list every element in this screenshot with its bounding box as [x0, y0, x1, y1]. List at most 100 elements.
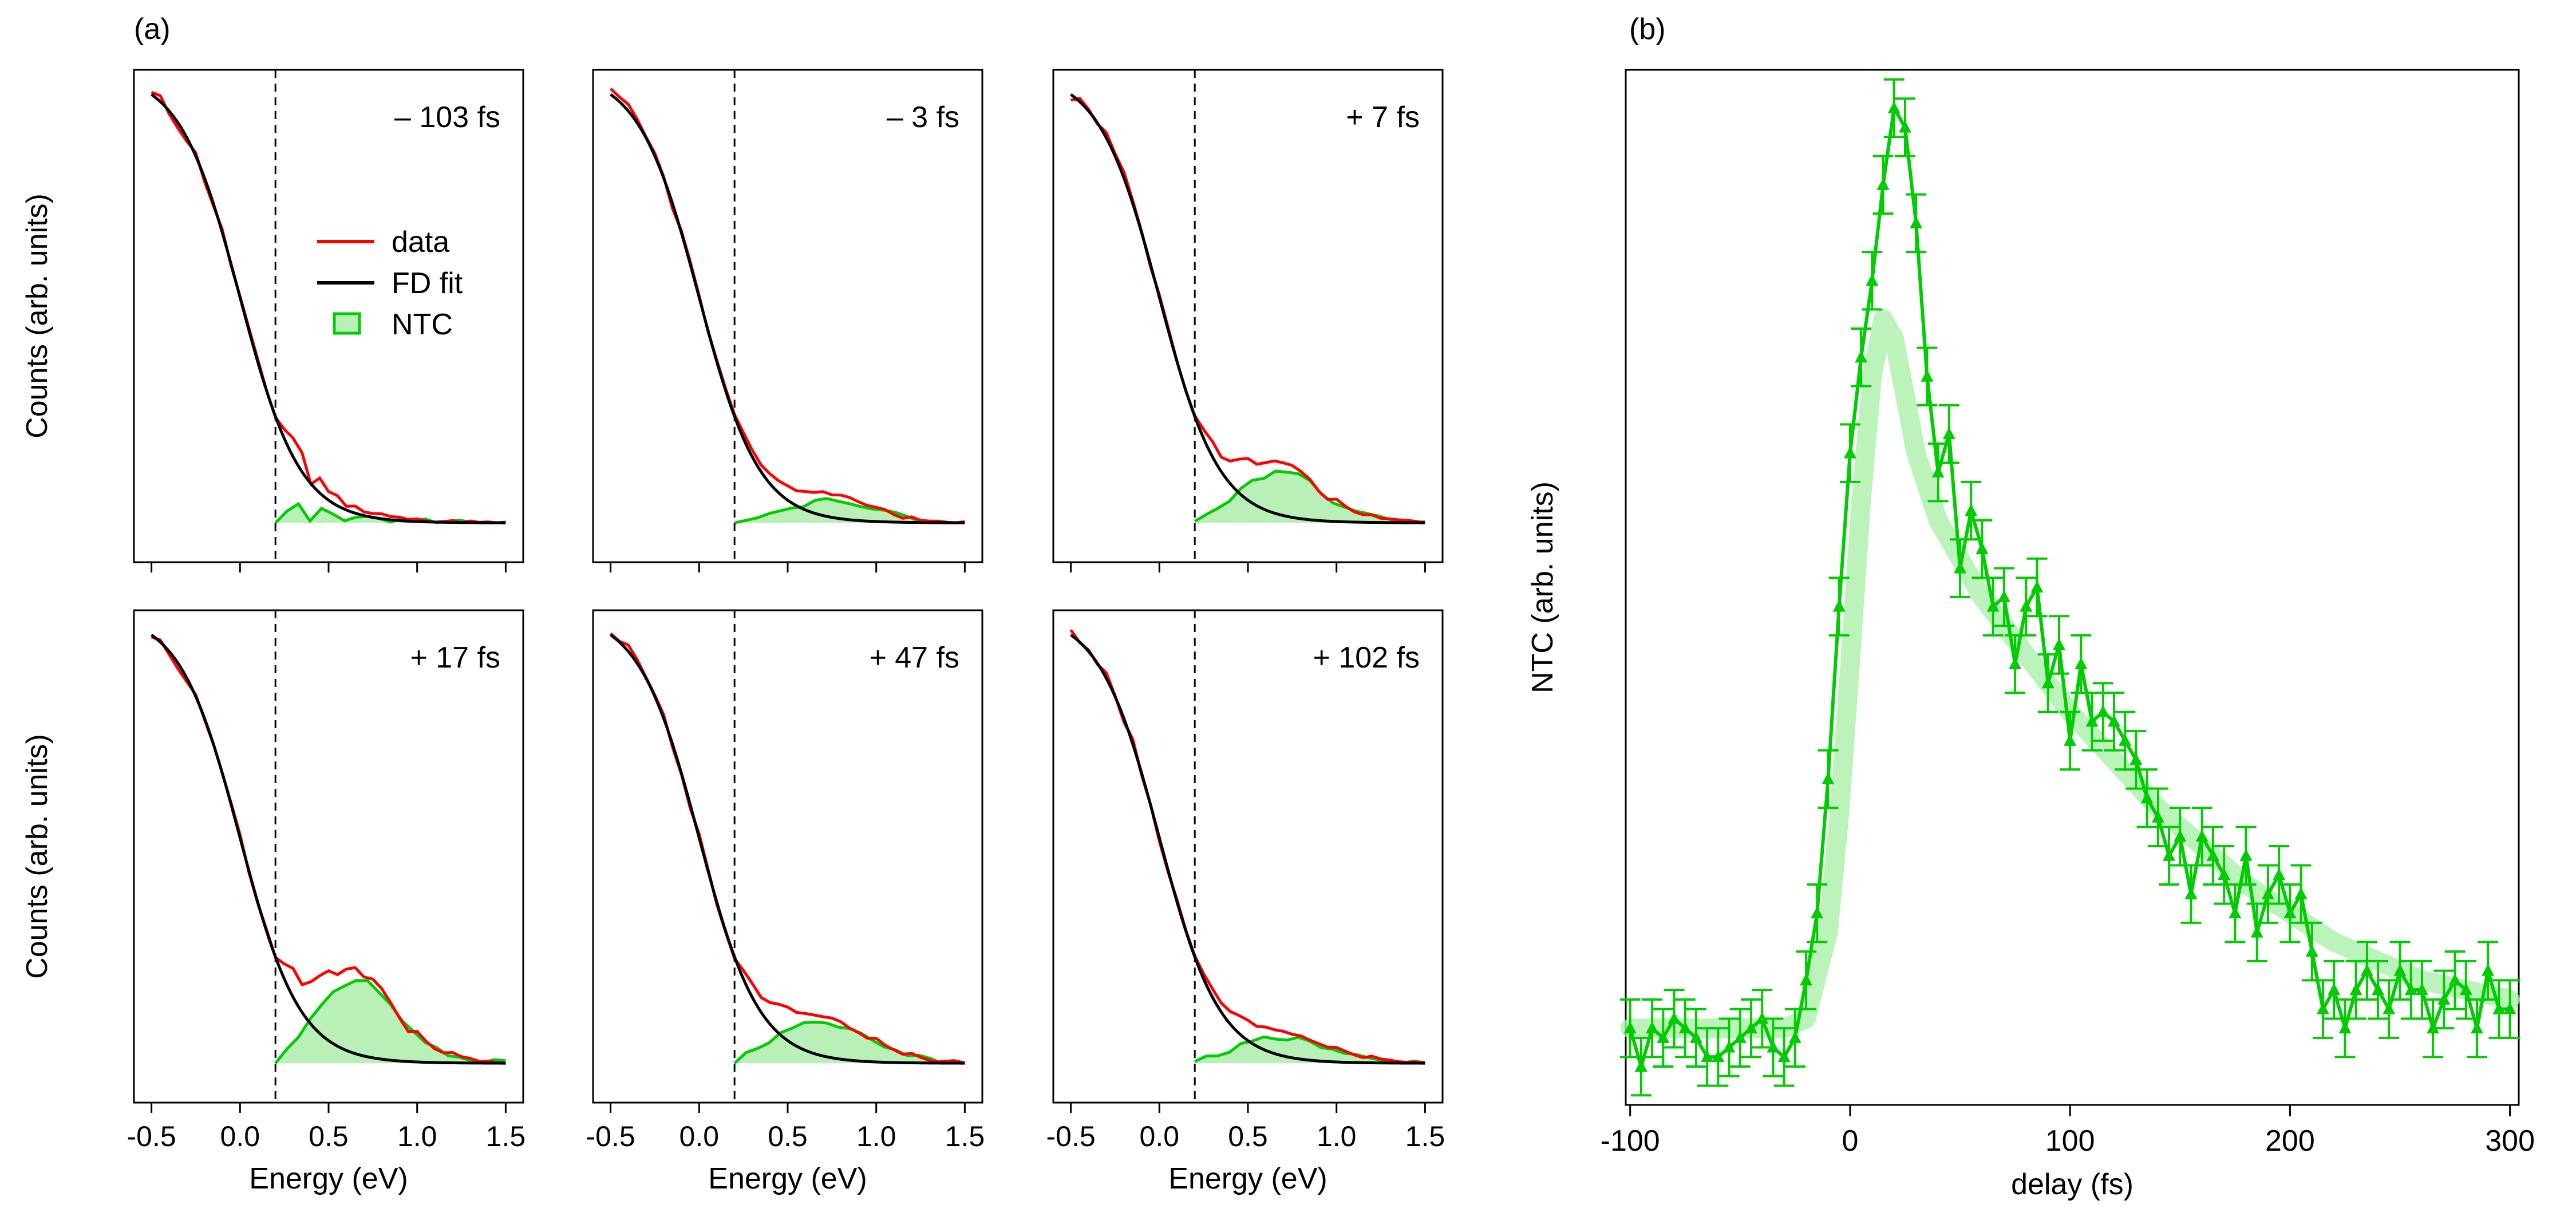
x-tick-label: 1.0 — [856, 1120, 896, 1152]
delay-label: – 3 fs — [887, 101, 959, 134]
ntc-point — [1623, 1021, 1637, 1034]
ntc-point — [1876, 177, 1890, 190]
ntc-point — [2448, 973, 2462, 986]
ntc-point — [2239, 848, 2253, 861]
ntc-point — [2328, 983, 2341, 996]
ntc-point — [1668, 1012, 1681, 1024]
x-tick-label: 1.5 — [945, 1120, 985, 1152]
ntc-point — [2459, 983, 2472, 996]
fd-fit-line — [610, 93, 965, 524]
ntc-point — [2030, 581, 2044, 593]
ntc-point — [2261, 887, 2274, 899]
ntc-point — [2503, 1002, 2516, 1014]
ntc-point — [1887, 101, 1901, 113]
ntc-point — [2294, 887, 2308, 899]
x-tick-label: 0.5 — [309, 1120, 349, 1152]
panel-label-b: (b) — [1629, 13, 1666, 46]
ntc-point — [1657, 1030, 1670, 1043]
ntc-point — [2195, 830, 2208, 842]
x-axis-label: delay (fs) — [2011, 1168, 2134, 1201]
ntc-point — [1986, 599, 2000, 612]
ntc-point — [2041, 676, 2055, 689]
ntc-point — [2383, 1002, 2396, 1014]
x-axis-label: Energy (eV) — [708, 1162, 867, 1195]
ntc-point — [2052, 638, 2065, 650]
ntc-point — [1942, 427, 1955, 440]
ntc-point — [2404, 983, 2417, 996]
ntc-point — [1634, 1060, 1647, 1072]
ntc-point — [1898, 120, 1911, 133]
delay-label: + 47 fs — [869, 641, 959, 674]
ntc-point — [1767, 1040, 1780, 1053]
ntc-point — [2174, 830, 2187, 842]
subplot-5: + 47 fs -0.5 0.0 0.5 1.0 1.5 Energy (eV) — [586, 609, 985, 1195]
ntc-point — [2338, 1021, 2352, 1034]
ntc-point — [1701, 1050, 1714, 1063]
ntc-point — [2085, 714, 2099, 727]
ntc-point — [2273, 868, 2286, 880]
x-axis-label: Energy (eV) — [249, 1162, 408, 1195]
x-tick-label: 1.5 — [1405, 1120, 1445, 1152]
ntc-point — [2427, 1021, 2440, 1034]
ntc-point — [1788, 1030, 1801, 1043]
ntc-point — [1997, 590, 2010, 602]
x-tick-label: 100 — [2045, 1124, 2095, 1158]
delay-label: + 7 fs — [1346, 101, 1420, 134]
ntc-point — [2108, 714, 2121, 727]
x-tick-label: 0.0 — [679, 1120, 720, 1152]
ntc-point — [2009, 657, 2022, 669]
ntc-point — [2492, 1002, 2506, 1014]
ntc-point — [1800, 973, 1813, 986]
x-tick-label: 0.0 — [220, 1120, 260, 1152]
ntc-point — [2470, 1021, 2483, 1034]
ntc-fill — [275, 504, 506, 523]
delay-label: + 102 fs — [1313, 641, 1420, 674]
ntc-point — [2305, 945, 2318, 957]
x-tick-label: 0.5 — [1228, 1120, 1268, 1152]
ntc-point — [2020, 599, 2033, 612]
panel-label-a: (a) — [134, 13, 171, 46]
ntc-point — [1678, 1021, 1692, 1034]
ntc-point — [1722, 1040, 1736, 1053]
ntc-point — [2372, 983, 2385, 996]
subplot-3: + 7 fs-0.50.00.51.01.5 — [1052, 69, 1444, 572]
ntc-point — [2064, 733, 2077, 746]
y-axis-label: Counts (arb. units) — [21, 194, 54, 439]
subplot-4: + 17 fs -0.5 0.0 0.5 1.0 1.5 Energy (eV) — [127, 609, 526, 1195]
x-tick-label: 0.0 — [1140, 1120, 1180, 1152]
ntc-point — [2140, 791, 2154, 804]
ntc-point — [2360, 964, 2373, 976]
ntc-point — [1822, 772, 1835, 784]
ntc-point — [2184, 887, 2198, 899]
ntc-fill — [1195, 471, 1425, 523]
ntc-point — [2206, 848, 2219, 861]
ntc-point — [1646, 1021, 1659, 1034]
ntc-point — [1745, 1021, 1758, 1034]
subplot-2: – 3 fs-0.50.00.51.01.5 — [592, 69, 983, 572]
subplot-1: – 103 fs-0.50.00.51.01.5 — [133, 69, 524, 572]
ntc-point — [2163, 848, 2176, 861]
x-tick-label: 0 — [1842, 1124, 1858, 1158]
ntc-point — [2250, 925, 2263, 938]
legend-label: data — [392, 226, 449, 259]
x-tick-label: -0.5 — [127, 1120, 176, 1152]
legend-label: FD fit — [392, 267, 463, 300]
fit-band — [1620, 309, 2520, 1038]
ntc-point — [1921, 369, 1934, 382]
ntc-point — [1832, 599, 1846, 612]
fd-fit-line — [1070, 93, 1425, 524]
ntc-point — [2119, 733, 2132, 746]
ntc-point — [2096, 705, 2109, 717]
y-axis-label: Counts (arb. units) — [21, 734, 54, 979]
legend-label: NTC — [392, 308, 453, 341]
delay-label: + 17 fs — [410, 641, 500, 674]
ntc-point — [2393, 964, 2407, 976]
ntc-point — [1866, 274, 1879, 286]
ntc-point — [2482, 964, 2495, 976]
ntc-point — [2229, 906, 2242, 919]
ntc-point — [2437, 992, 2451, 1005]
ntc-point — [1931, 465, 1945, 478]
panel-b-frame — [1625, 69, 2520, 1106]
x-tick-label: 0.5 — [768, 1120, 808, 1152]
